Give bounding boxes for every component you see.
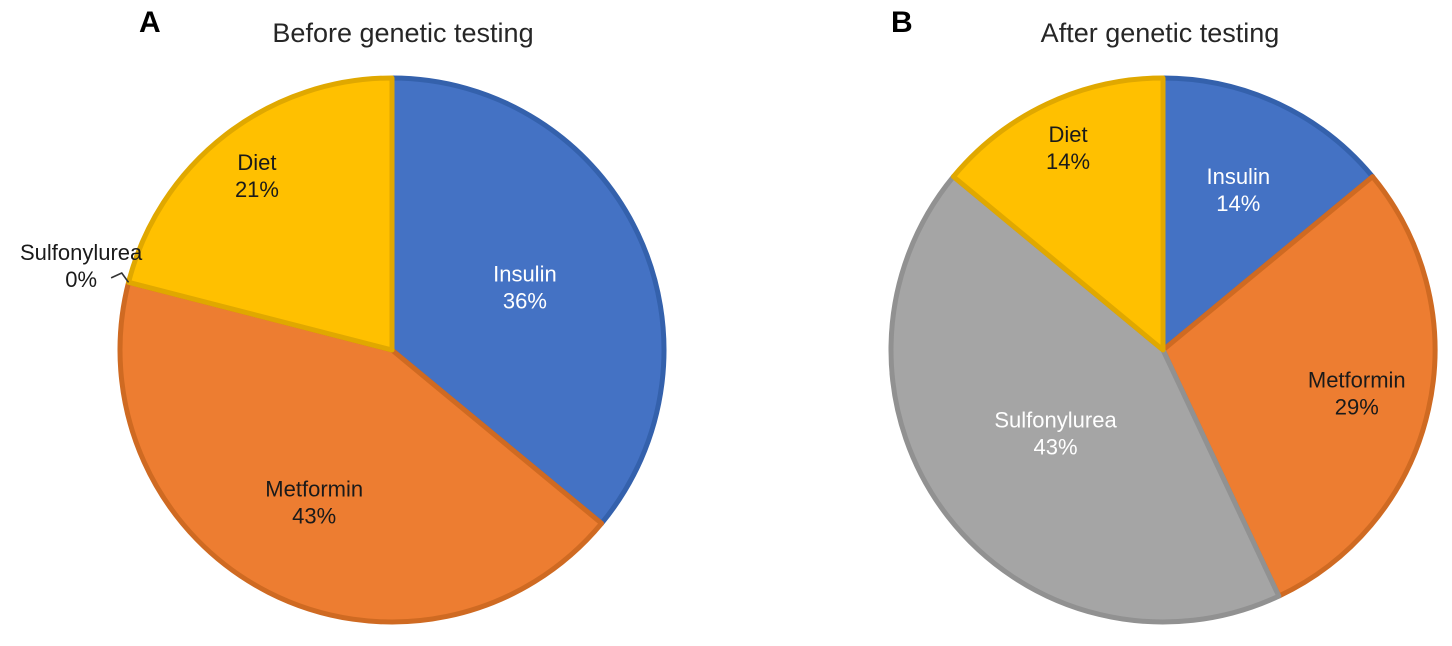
pie-label-a-sulfonylurea: Sulfonylurea 0% [20,240,143,292]
panel-a-title: Before genetic testing [272,18,534,48]
pie-panel-b: Insulin 14% Metformin 29% Sulfonylurea 43% Die… [888,75,1438,625]
panel-b-letter: B [891,6,913,39]
pie-label-b-sulfonylurea: Sulfonylurea 43% [994,407,1117,459]
pie-slice-b-diet [950,75,1166,353]
pie-label-b-metformin: Metformin 29% [1308,367,1406,419]
pie-label-a-diet: Diet 21% [235,150,279,202]
panel-a-letter: A [139,6,161,39]
pie-label-a-insulin: Insulin 36% [493,261,557,313]
pie-slice-a-diet [126,75,395,353]
pie-slice-b-insulin [1160,75,1376,353]
pie-panel-a: Insulin 36% Metformin 43% Sulfonylurea 0% Diet… [20,75,667,625]
panel-b-title: After genetic testing [1040,18,1280,48]
pie-label-a-metformin: Metformin 43% [265,477,363,529]
pie-label-b-diet: Diet 14% [1046,122,1090,174]
pie-slice-b-sulfonylurea [888,174,1282,625]
pie-label-b-insulin: Insulin 14% [1206,164,1270,216]
leader-line-sulfonylurea [110,272,130,283]
pie-slice-a-metformin [117,279,605,625]
pie-slice-a-insulin [389,75,667,526]
